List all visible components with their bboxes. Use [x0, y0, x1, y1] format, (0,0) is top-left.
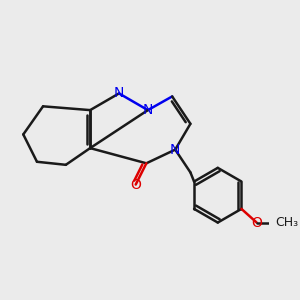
- Text: N: N: [170, 142, 180, 157]
- Text: N: N: [114, 86, 124, 100]
- Text: CH₃: CH₃: [275, 216, 298, 229]
- Text: O: O: [251, 215, 262, 230]
- Text: O: O: [130, 178, 141, 192]
- Text: N: N: [143, 103, 153, 117]
